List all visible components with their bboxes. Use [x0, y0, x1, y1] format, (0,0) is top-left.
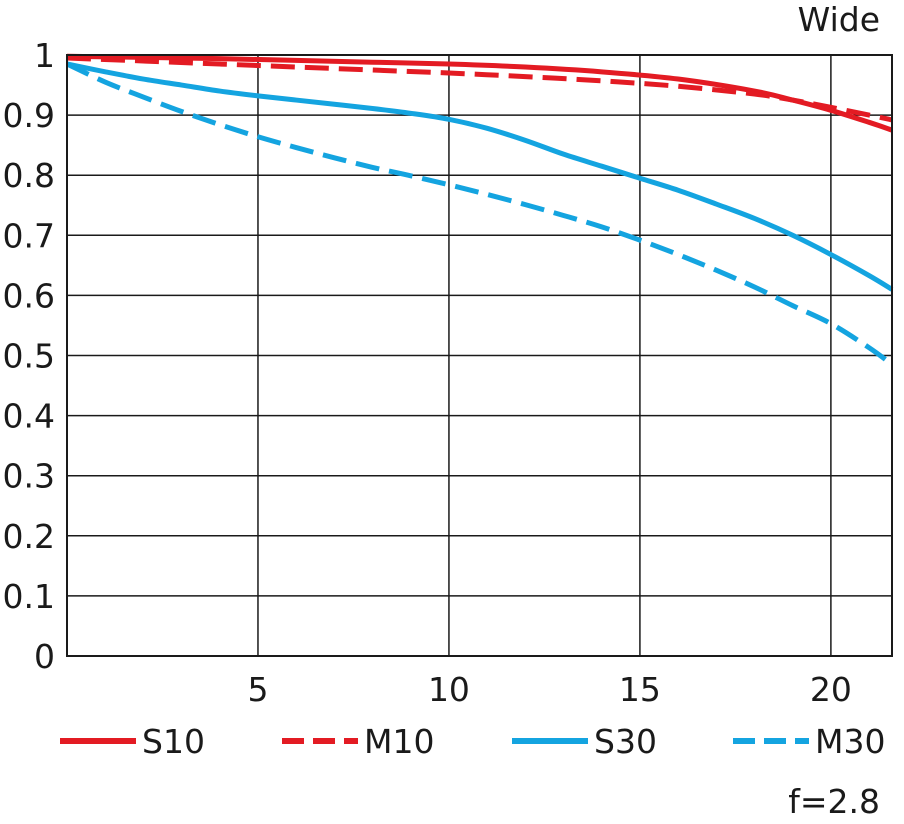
series-line-m10 — [66, 55, 893, 123]
series-line-s30 — [66, 61, 894, 292]
y-tick-label: 0 — [34, 637, 55, 676]
y-tick-label: 1 — [34, 36, 55, 75]
legend-label-s10: S10 — [142, 722, 205, 761]
chart-title: Wide — [797, 0, 880, 39]
y-tick-label: 0.2 — [3, 517, 55, 556]
x-tick-label: 15 — [619, 670, 661, 709]
legend-label-m10: M10 — [364, 722, 434, 761]
y-tick-label: 0.5 — [3, 337, 55, 376]
y-tick-label: 0.8 — [3, 156, 55, 195]
y-tick-label: 0.6 — [3, 276, 55, 315]
series-line-s10 — [66, 53, 893, 133]
x-axis-ticks: 5 10 15 20 — [247, 670, 851, 709]
x-tick-label: 5 — [247, 670, 268, 709]
y-tick-label: 0.9 — [3, 96, 55, 135]
x-tick-label: 20 — [810, 670, 852, 709]
legend: S10 M10 S30 M30 — [60, 722, 885, 761]
aperture-note: f=2.8 — [788, 782, 880, 821]
grid-lines — [67, 54, 892, 657]
y-tick-label: 0.1 — [3, 577, 55, 616]
x-tick-label: 10 — [428, 670, 470, 709]
legend-label-m30: M30 — [815, 722, 885, 761]
y-tick-label: 0.3 — [3, 457, 55, 496]
plot-frame — [66, 54, 893, 657]
legend-label-s30: S30 — [594, 722, 657, 761]
y-tick-label: 0.4 — [3, 397, 55, 436]
y-tick-label: 0.7 — [3, 216, 55, 255]
y-axis-ticks: 0 0.1 0.2 0.3 0.4 0.5 0.6 0.7 0.8 0.9 1 — [3, 36, 55, 676]
series-lines — [65, 53, 894, 367]
series-line-m30 — [65, 61, 894, 367]
